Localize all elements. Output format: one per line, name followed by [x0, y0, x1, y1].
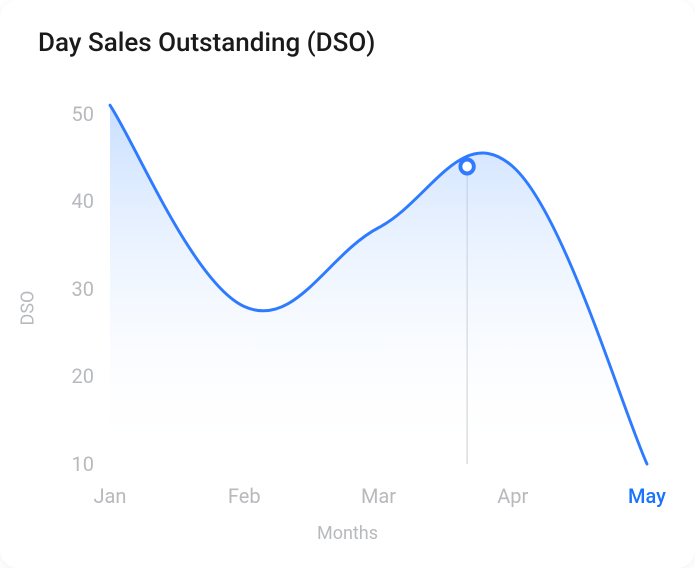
- y-tick: 30: [54, 277, 94, 301]
- x-axis-ticks: Jan Feb Mar Apr May: [20, 484, 675, 508]
- y-tick: 50: [54, 102, 94, 126]
- dso-card: Day Sales Outstanding (DSO) DSO 50 40 30…: [0, 0, 695, 568]
- x-tick: Jan: [94, 484, 127, 508]
- x-tick: May: [628, 484, 666, 508]
- y-tick: 40: [54, 189, 94, 213]
- x-axis-label: Months: [20, 523, 675, 544]
- chart-svg: [110, 114, 647, 464]
- y-axis-label: DSO: [18, 291, 39, 326]
- marker-dot: [460, 160, 473, 174]
- y-tick: 10: [54, 452, 94, 476]
- area-fill: [110, 105, 647, 464]
- y-tick: 20: [54, 364, 94, 388]
- x-tick: Feb: [228, 484, 261, 508]
- x-tick: Mar: [361, 484, 396, 508]
- plot-area: [110, 114, 647, 464]
- x-tick: Apr: [497, 484, 528, 508]
- chart-title: Day Sales Outstanding (DSO): [38, 28, 675, 58]
- chart-container: DSO 50 40 30 20 10 J: [20, 68, 675, 548]
